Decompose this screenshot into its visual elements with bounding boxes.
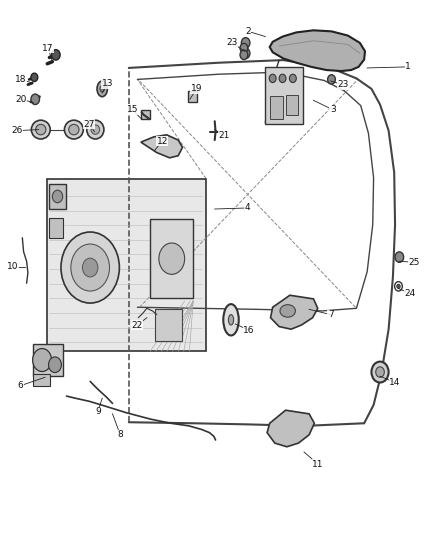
Ellipse shape xyxy=(100,86,104,92)
Text: 22: 22 xyxy=(132,320,143,329)
Ellipse shape xyxy=(64,120,83,139)
Text: 8: 8 xyxy=(117,430,123,439)
Ellipse shape xyxy=(159,243,185,274)
Text: 21: 21 xyxy=(219,131,230,140)
Polygon shape xyxy=(47,179,206,351)
Ellipse shape xyxy=(32,120,50,139)
Text: 7: 7 xyxy=(328,310,333,319)
Ellipse shape xyxy=(328,75,336,84)
Text: 23: 23 xyxy=(226,38,237,47)
Ellipse shape xyxy=(52,50,60,60)
Text: 24: 24 xyxy=(404,289,416,298)
Ellipse shape xyxy=(97,81,107,96)
Bar xyxy=(150,220,193,298)
Ellipse shape xyxy=(61,232,120,303)
Text: 26: 26 xyxy=(11,126,23,135)
Ellipse shape xyxy=(280,305,296,317)
Text: 12: 12 xyxy=(157,136,168,146)
Text: 1: 1 xyxy=(405,62,411,71)
Polygon shape xyxy=(141,135,183,158)
Ellipse shape xyxy=(223,304,239,335)
Ellipse shape xyxy=(397,284,400,288)
Text: 11: 11 xyxy=(312,459,324,469)
Ellipse shape xyxy=(376,367,384,377)
Polygon shape xyxy=(270,30,365,71)
Ellipse shape xyxy=(31,94,39,104)
Text: 27: 27 xyxy=(84,120,95,129)
Text: 19: 19 xyxy=(191,84,202,93)
Ellipse shape xyxy=(241,38,250,48)
Bar xyxy=(286,95,298,115)
Text: 2: 2 xyxy=(245,27,251,36)
Text: 3: 3 xyxy=(330,105,336,114)
Text: 16: 16 xyxy=(243,326,255,335)
Ellipse shape xyxy=(69,124,79,135)
Bar xyxy=(270,95,283,119)
Ellipse shape xyxy=(53,190,63,203)
Ellipse shape xyxy=(269,74,276,83)
Ellipse shape xyxy=(91,125,99,134)
Polygon shape xyxy=(271,295,318,329)
Ellipse shape xyxy=(240,43,248,53)
Ellipse shape xyxy=(240,50,248,60)
Ellipse shape xyxy=(31,73,38,82)
Bar xyxy=(33,344,63,376)
Text: 9: 9 xyxy=(95,407,101,416)
Bar xyxy=(49,218,63,238)
Text: 4: 4 xyxy=(244,204,250,213)
Text: 18: 18 xyxy=(15,75,26,84)
Ellipse shape xyxy=(395,252,404,262)
Ellipse shape xyxy=(49,357,61,373)
Bar xyxy=(265,67,303,124)
Ellipse shape xyxy=(279,74,286,83)
Text: 17: 17 xyxy=(42,44,54,53)
Ellipse shape xyxy=(229,314,233,325)
Ellipse shape xyxy=(87,120,104,139)
Text: 20: 20 xyxy=(15,95,26,104)
Text: 25: 25 xyxy=(409,258,420,267)
Bar xyxy=(33,374,50,386)
Ellipse shape xyxy=(82,258,98,277)
Text: 13: 13 xyxy=(102,79,113,88)
Text: 23: 23 xyxy=(337,80,348,89)
Ellipse shape xyxy=(241,48,250,59)
Bar xyxy=(155,309,183,341)
Ellipse shape xyxy=(71,244,110,291)
Text: 10: 10 xyxy=(7,262,19,271)
Ellipse shape xyxy=(35,124,46,135)
Text: 6: 6 xyxy=(18,381,24,390)
Bar xyxy=(141,110,150,119)
Bar xyxy=(49,184,66,209)
Ellipse shape xyxy=(33,349,52,372)
Bar xyxy=(188,92,197,102)
Text: 14: 14 xyxy=(389,378,401,387)
Text: 15: 15 xyxy=(127,105,138,114)
Polygon shape xyxy=(267,410,314,447)
Ellipse shape xyxy=(371,361,389,383)
Ellipse shape xyxy=(290,74,296,83)
